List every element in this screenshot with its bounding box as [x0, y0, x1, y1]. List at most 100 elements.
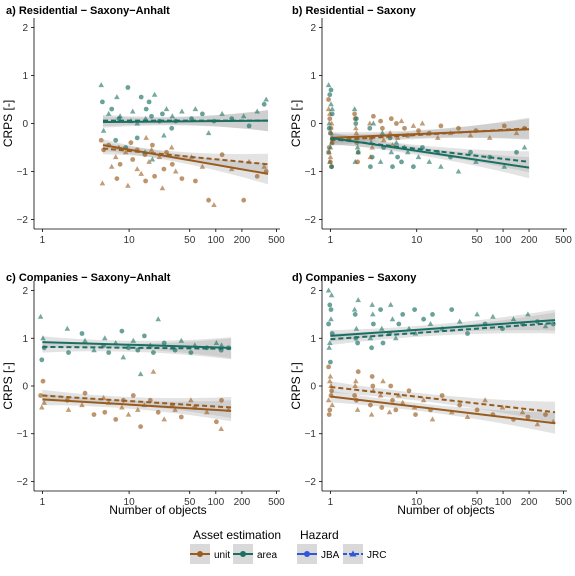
point-area-jrc [327, 340, 333, 345]
point-unit-jrc [326, 149, 332, 155]
point-unit-jba [501, 123, 507, 129]
point-area-jrc [351, 106, 358, 112]
point-area-jba [160, 111, 165, 117]
point-area-jrc [412, 330, 419, 336]
point-unit-jba [178, 414, 184, 420]
y-tick-label: 1 [22, 71, 28, 82]
y-axis-label: CRPS [-] [1, 100, 15, 147]
point-area-jrc [129, 108, 136, 114]
panel-1: a) Residential − Saxony−Anhalt CRPS [-] −2… [1, 5, 285, 246]
y-tick-label: 0 [22, 382, 28, 393]
y-tick-label: 2 [310, 286, 316, 297]
point-area-jrc [525, 311, 531, 317]
x-tick-label: 500 [555, 497, 572, 508]
point-unit-jrc [228, 166, 235, 172]
point-area-jba [353, 121, 359, 126]
point-area-jba [188, 350, 194, 355]
point-unit-jba [329, 140, 335, 146]
legend-key-jba [297, 544, 317, 564]
point-unit-jba [114, 176, 120, 182]
panel-4: d) Companies − Saxony CRPS [-] −2 −1 0 1 2 1 10 5… [289, 272, 572, 508]
point-area-jrc [120, 354, 127, 360]
point-area-jrc [163, 106, 170, 112]
point-area-jrc [178, 337, 185, 343]
point-area-jrc [219, 110, 225, 116]
point-area-jba [352, 312, 358, 317]
y-axis-label: CRPS [-] [1, 362, 15, 409]
point-area-jrc [455, 168, 462, 174]
point-area-jrc [100, 127, 107, 133]
point-unit-jrc [79, 402, 85, 408]
point-unit-jrc [204, 409, 210, 415]
point-area-jrc [179, 108, 185, 114]
point-unit-jrc [41, 399, 47, 405]
point-area-jba [329, 111, 335, 117]
point-area-jba [138, 94, 144, 100]
point-unit-jrc [377, 392, 384, 398]
x-tick-label: 100 [207, 235, 224, 246]
point-area-jrc [438, 163, 444, 169]
point-unit-jba [438, 123, 444, 129]
ci-ribbon-unit-jba [103, 139, 268, 185]
y-tick-label: −1 [17, 429, 29, 440]
point-unit-jrc [146, 158, 152, 164]
point-area-jba [367, 125, 373, 131]
point-unit-jba [368, 402, 373, 408]
ci-ribbon-unit-jrc [330, 381, 556, 423]
point-unit-jrc [353, 130, 360, 136]
point-unit-jba [416, 128, 421, 134]
point-unit-jba [369, 374, 375, 379]
point-unit-jrc [352, 383, 358, 388]
point-area-jrc [130, 337, 137, 343]
point-area-jrc [254, 108, 260, 114]
trend-area-jrc [330, 322, 556, 341]
point-area-jba [355, 149, 361, 155]
x-tick-label: 50 [184, 497, 196, 508]
point-area-jrc [370, 120, 377, 126]
point-area-jrc [326, 344, 332, 350]
x-tick-label: 10 [124, 497, 136, 508]
trend-unit-jba [102, 144, 269, 175]
point-unit-jba [138, 424, 144, 429]
point-unit-jba [130, 157, 136, 162]
x-tick-label: 1 [40, 235, 46, 246]
point-area-jrc [474, 311, 480, 317]
point-area-jrc [388, 149, 395, 155]
point-area-jba [151, 350, 156, 355]
point-area-jba [514, 149, 519, 155]
point-unit-jba [91, 412, 97, 417]
point-unit-jba [393, 407, 399, 413]
trend-area-jrc [330, 137, 530, 163]
y-tick-label: −2 [17, 477, 29, 488]
point-unit-jrc [122, 149, 129, 155]
point-unit-jrc [261, 163, 267, 169]
y-tick-label: 2 [310, 23, 316, 34]
point-unit-jba [379, 405, 385, 410]
x-tick-label: 50 [472, 235, 484, 246]
point-area-jba [329, 164, 334, 170]
point-unit-jrc [367, 120, 373, 126]
x-tick-label: 10 [124, 235, 136, 246]
point-area-jba [396, 321, 402, 327]
point-area-jrc [114, 94, 120, 100]
point-unit-jba [390, 397, 395, 403]
point-area-jrc [82, 337, 88, 343]
legend-unit-label: unit [214, 550, 230, 561]
legend-key-unit-marker [197, 551, 203, 557]
y-tick-label: 2 [22, 23, 28, 34]
point-area-jrc [240, 113, 247, 119]
ci-ribbon-unit-jrc [42, 389, 232, 418]
point-unit-jba [327, 407, 333, 413]
point-unit-jrc [329, 402, 335, 408]
point-area-jba [146, 99, 152, 105]
point-area-jba [125, 85, 131, 90]
panel-3: c) Companies − Saxony−Anhalt CRPS [-] −2 −1… [1, 272, 285, 508]
point-unit-jba [102, 409, 108, 415]
point-unit-jba [388, 383, 394, 389]
point-unit-jba [38, 393, 43, 398]
point-area-jrc [456, 318, 463, 324]
point-unit-jrc [328, 120, 335, 126]
point-unit-jrc [159, 185, 166, 191]
x-tick-label: 1 [40, 497, 46, 508]
point-area-jrc [393, 139, 400, 145]
